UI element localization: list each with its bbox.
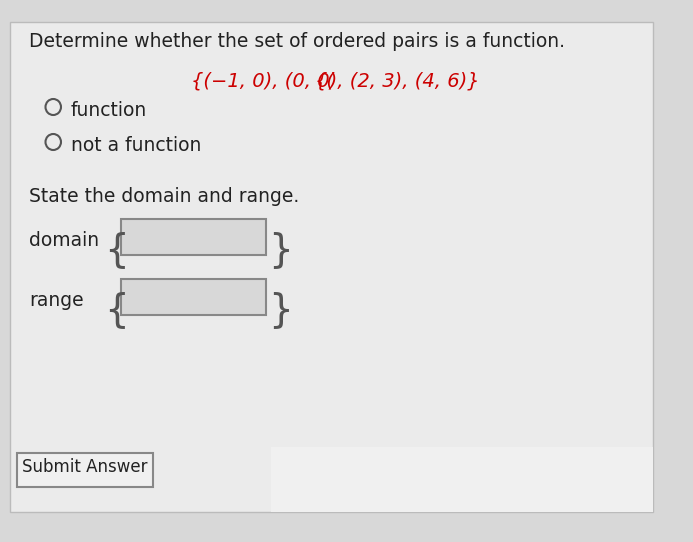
FancyBboxPatch shape [10,22,653,512]
Text: function: function [71,101,147,120]
Text: {: { [105,231,130,269]
Text: Determine whether the set of ordered pairs is a function.: Determine whether the set of ordered pai… [29,32,565,51]
Text: range: range [29,291,84,310]
FancyBboxPatch shape [271,447,653,512]
FancyBboxPatch shape [17,453,153,487]
Text: not a function: not a function [71,136,201,155]
Text: State the domain and range.: State the domain and range. [29,187,299,206]
FancyBboxPatch shape [121,279,266,315]
Text: {(: {( [315,72,335,91]
Text: }: } [268,291,293,329]
FancyBboxPatch shape [121,219,266,255]
Text: {(−1, 0), (0, 0), (2, 3), (4, 6)}: {(−1, 0), (0, 0), (2, 3), (4, 6)} [191,72,480,91]
Text: domain: domain [29,231,99,250]
Text: }: } [268,231,293,269]
Text: {: { [105,291,130,329]
Text: Submit Answer: Submit Answer [22,458,148,476]
